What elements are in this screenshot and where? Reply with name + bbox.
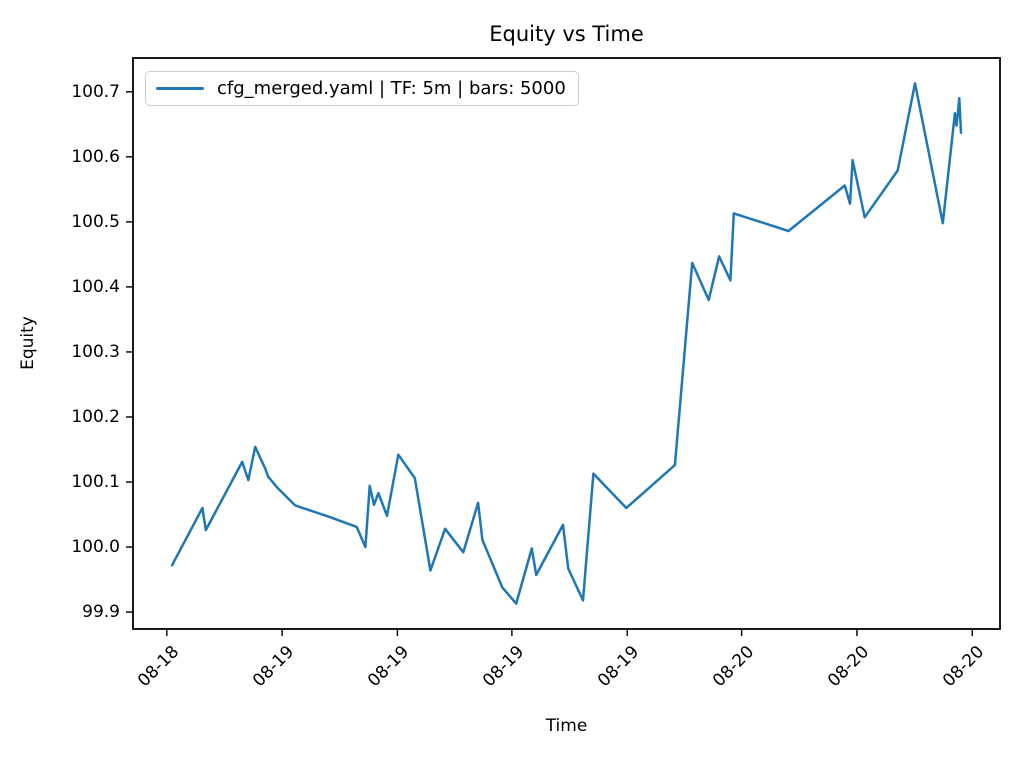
y-tick-label: 100.4 xyxy=(71,276,120,297)
y-axis-label: Equity xyxy=(18,316,38,370)
legend: cfg_merged.yaml | TF: 5m | bars: 5000 xyxy=(145,71,579,106)
plot-border xyxy=(132,57,1001,630)
y-tick-label: 100.5 xyxy=(71,211,120,232)
legend-line-sample-icon xyxy=(156,87,204,90)
y-tick-label: 100.7 xyxy=(71,81,120,102)
y-tick-label: 100.6 xyxy=(71,146,120,167)
y-tick-label: 99.9 xyxy=(82,602,120,623)
y-tick-label: 100.1 xyxy=(71,472,120,493)
x-axis-label: Time xyxy=(545,716,588,736)
chart-title: Equity vs Time xyxy=(489,22,644,46)
y-tick-label: 100.2 xyxy=(71,406,120,427)
y-tick-label: 100.3 xyxy=(71,341,120,362)
legend-label: cfg_merged.yaml | TF: 5m | bars: 5000 xyxy=(217,78,566,99)
y-tick-label: 100.0 xyxy=(71,537,120,558)
equity-line xyxy=(170,82,963,605)
